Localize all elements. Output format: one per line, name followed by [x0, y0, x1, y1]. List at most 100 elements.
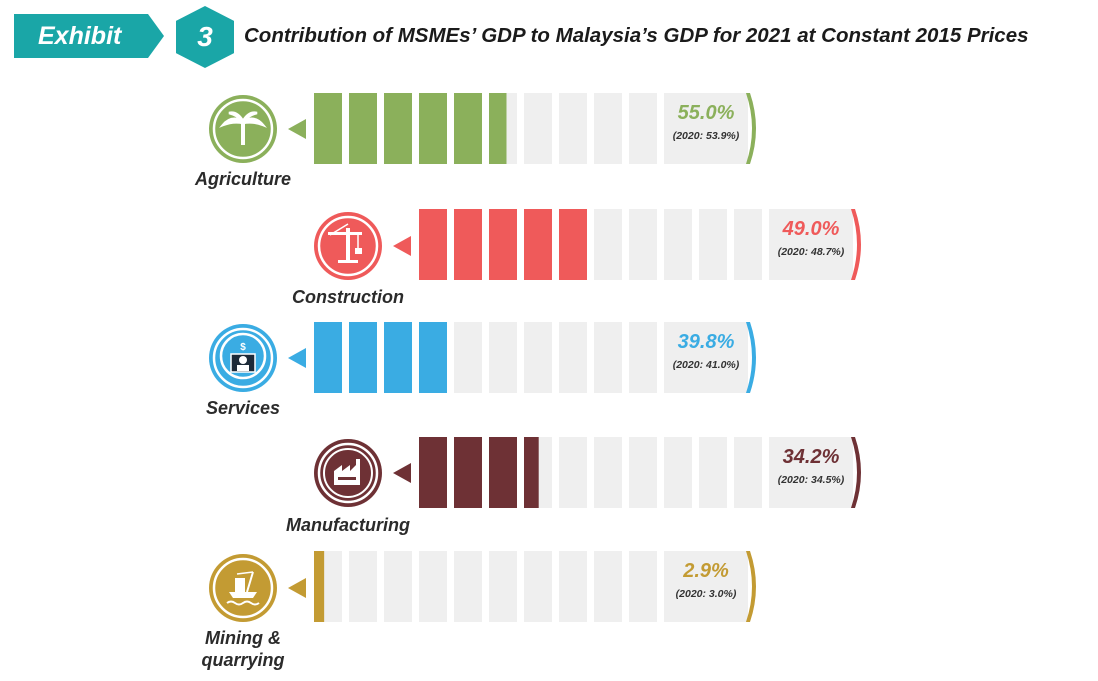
- bar-fill-segment: [419, 322, 447, 393]
- sector-label: Manufacturing: [268, 514, 428, 536]
- bar-track-segment: [629, 322, 657, 393]
- value-label: 2.9%: [683, 560, 729, 582]
- factory-icon: [323, 448, 373, 498]
- bar-fill-segment: [524, 209, 552, 280]
- exhibit-label: Exhibit: [38, 22, 122, 50]
- bar-fill-segment: [454, 437, 482, 508]
- icon-ring: [212, 557, 274, 619]
- bar-track-segment: [559, 551, 587, 622]
- bar-track-segment: [594, 437, 622, 508]
- bar-track-segment: [524, 93, 552, 164]
- value-box-cap: [746, 93, 756, 164]
- value-label: 49.0%: [782, 218, 840, 240]
- exhibit-number-badge: 3: [176, 6, 234, 68]
- bar-track-segment: [559, 322, 587, 393]
- bar-fill-segment: [559, 209, 587, 280]
- bar-track-segment: [629, 551, 657, 622]
- bar-track-segment: [629, 93, 657, 164]
- bar-track-segment: [594, 209, 622, 280]
- sector-label: Agriculture: [163, 168, 323, 190]
- pointer-triangle: [288, 348, 306, 368]
- bar-track-segment: [734, 209, 762, 280]
- value-box: [664, 93, 748, 164]
- bar-fill-segment: [349, 322, 377, 393]
- bar-fill-segment: [524, 437, 539, 508]
- value-label: 34.2%: [782, 446, 840, 468]
- bar-fill-segment: [419, 437, 447, 508]
- svg-text:$: $: [240, 342, 246, 353]
- bar-track-segment: [629, 437, 657, 508]
- value-box-cap: [746, 322, 756, 393]
- bar-track-segment: [664, 209, 692, 280]
- palm-tree-icon: [219, 111, 267, 145]
- icon-ring: [317, 442, 379, 504]
- bar-track-segment: [594, 322, 622, 393]
- sector-label-line: Agriculture: [194, 169, 291, 189]
- value-box: [769, 437, 853, 508]
- bar-track-segment: [489, 322, 517, 393]
- sector-label-line: quarrying: [201, 650, 285, 670]
- pointer-triangle: [393, 463, 411, 483]
- icon-ring: [317, 215, 379, 277]
- bar-fill-segment: [489, 437, 517, 508]
- bar-fill-segment: [314, 93, 342, 164]
- prior-year-label: (2020: 53.9%): [672, 130, 740, 142]
- sector-label-line: Mining &: [205, 628, 281, 648]
- pointer-triangle: [288, 578, 306, 598]
- value-box-cap: [851, 437, 861, 508]
- icon-ring: [212, 327, 274, 389]
- sector-label: Services: [163, 397, 323, 419]
- bar-track-segment: [454, 551, 482, 622]
- bar-fill-segment: [454, 209, 482, 280]
- bar-track-segment: [524, 551, 552, 622]
- sector-label-line: Construction: [292, 287, 404, 307]
- exhibit-number: 3: [197, 21, 213, 52]
- icon-ring: [212, 98, 274, 160]
- bar-fill-segment: [454, 93, 482, 164]
- bar-fill-segment: [489, 93, 507, 164]
- bar-track-segment: [489, 551, 517, 622]
- services-icon: $: [219, 332, 267, 380]
- value-box: [664, 551, 748, 622]
- bar-track-segment: [734, 437, 762, 508]
- bar-fill-segment: [419, 209, 447, 280]
- exhibit-header: Exhibit 3 Contribution of MSMEs’ GDP to …: [0, 0, 1098, 78]
- bar-track-segment: [349, 551, 377, 622]
- prior-year-label: (2020: 3.0%): [675, 588, 737, 600]
- bar-fill-segment: [314, 322, 342, 393]
- bar-track-segment: [524, 322, 552, 393]
- sector-label-line: Manufacturing: [286, 515, 410, 535]
- bar-track-segment: [699, 209, 727, 280]
- bar-fill-segment: [349, 93, 377, 164]
- bar-track-segment: [454, 322, 482, 393]
- pointer-triangle: [393, 236, 411, 256]
- bar-track-segment: [384, 551, 412, 622]
- exhibit-label-tab: Exhibit: [14, 14, 164, 58]
- crane-icon: [328, 223, 362, 263]
- value-label: 39.8%: [677, 331, 735, 353]
- prior-year-label: (2020: 48.7%): [777, 246, 845, 258]
- oil-rig-icon: [226, 571, 260, 606]
- chart-title: Contribution of MSMEs’ GDP to Malaysia’s…: [244, 24, 1029, 47]
- value-box-cap: [851, 209, 861, 280]
- bar-track-segment: [594, 551, 622, 622]
- bar-track-segment: [629, 209, 657, 280]
- bar-track-segment: [419, 551, 447, 622]
- value-box-cap: [746, 551, 756, 622]
- bar-track-segment: [559, 437, 587, 508]
- prior-year-label: (2020: 41.0%): [672, 359, 740, 371]
- bar-fill-segment: [384, 93, 412, 164]
- bar-track-segment: [594, 93, 622, 164]
- bar-fill-segment: [419, 93, 447, 164]
- bar-track-segment: [559, 93, 587, 164]
- bar-track-segment: [664, 437, 692, 508]
- sector-label-line: Services: [205, 398, 281, 418]
- pointer-triangle: [288, 119, 306, 139]
- sector-label: Construction: [268, 286, 428, 308]
- value-box: [664, 322, 748, 393]
- value-label: 55.0%: [677, 102, 735, 124]
- sector-label: Mining & quarrying: [163, 627, 323, 671]
- bar-fill-segment: [384, 322, 412, 393]
